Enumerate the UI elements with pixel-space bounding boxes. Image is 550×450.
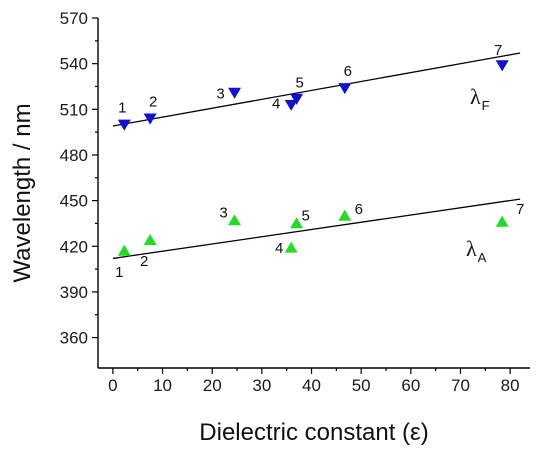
marker-la-3	[228, 214, 242, 226]
marker-la-2	[143, 233, 157, 246]
marker-lf-5	[290, 93, 304, 105]
marker-lf-3	[228, 87, 242, 99]
marker-la-4	[284, 241, 298, 253]
fit-line-lf	[112, 52, 521, 127]
series-labels: λF λA	[466, 84, 490, 265]
y-axis-title: Wavelength / nm	[9, 103, 36, 282]
fit-lines	[112, 52, 521, 260]
y-ticks: 360 390 420 450 480 510 540 570	[60, 9, 98, 348]
point-label-lf-2: 2	[149, 93, 157, 110]
point-label-lf-1: 1	[118, 100, 126, 117]
x-tick-label: 10	[153, 376, 172, 395]
series-label-lf: λF	[470, 84, 490, 113]
x-tick-label: 20	[203, 376, 222, 395]
marker-lf-2	[143, 113, 157, 125]
x-tick-label: 0	[108, 376, 117, 395]
marker-lf-7	[495, 60, 509, 72]
marker-lf-6	[338, 83, 352, 95]
marker-la-6	[338, 209, 352, 221]
point-label-lf-6: 6	[344, 63, 352, 80]
marker-lf-4	[284, 99, 298, 111]
point-label-lf-4: 4	[272, 96, 280, 113]
marker-la-1	[117, 244, 131, 256]
marker-la-5	[290, 217, 304, 229]
x-ticks: 0 10 20 30 40 50 60 70 80	[108, 368, 520, 395]
x-tick-label: 80	[501, 376, 520, 395]
y-tick-label: 510	[60, 100, 88, 119]
y-tick-label: 420	[60, 237, 88, 256]
point-label-la-6: 6	[355, 201, 363, 218]
series-label-la: λA	[466, 236, 487, 265]
y-tick-label: 570	[60, 9, 88, 28]
y-tick-label: 360	[60, 329, 88, 348]
point-label-la-4: 4	[275, 240, 283, 257]
point-label-la-1: 1	[115, 264, 123, 281]
point-label-la-5: 5	[301, 207, 309, 224]
marker-lf-1	[117, 119, 131, 131]
x-tick-label: 70	[451, 376, 470, 395]
x-tick-label: 30	[252, 376, 271, 395]
fit-line-la	[112, 198, 521, 260]
point-label-la-7: 7	[516, 201, 524, 218]
point-label-la-3: 3	[219, 204, 227, 221]
point-label-lf-7: 7	[494, 42, 502, 59]
y-tick-label: 540	[60, 55, 88, 74]
data-markers	[117, 60, 509, 256]
point-label-lf-3: 3	[216, 86, 224, 103]
y-tick-label: 450	[60, 192, 88, 211]
x-tick-label: 40	[302, 376, 321, 395]
y-tick-label: 390	[60, 283, 88, 302]
point-label-la-2: 2	[140, 253, 148, 270]
x-tick-label: 50	[352, 376, 371, 395]
axes	[97, 18, 530, 369]
x-axis-title: Dielectric constant (ε)	[199, 419, 428, 446]
x-tick-label: 60	[401, 376, 420, 395]
point-label-lf-5: 5	[295, 75, 303, 92]
y-tick-label: 480	[60, 146, 88, 165]
marker-la-7	[495, 215, 509, 227]
